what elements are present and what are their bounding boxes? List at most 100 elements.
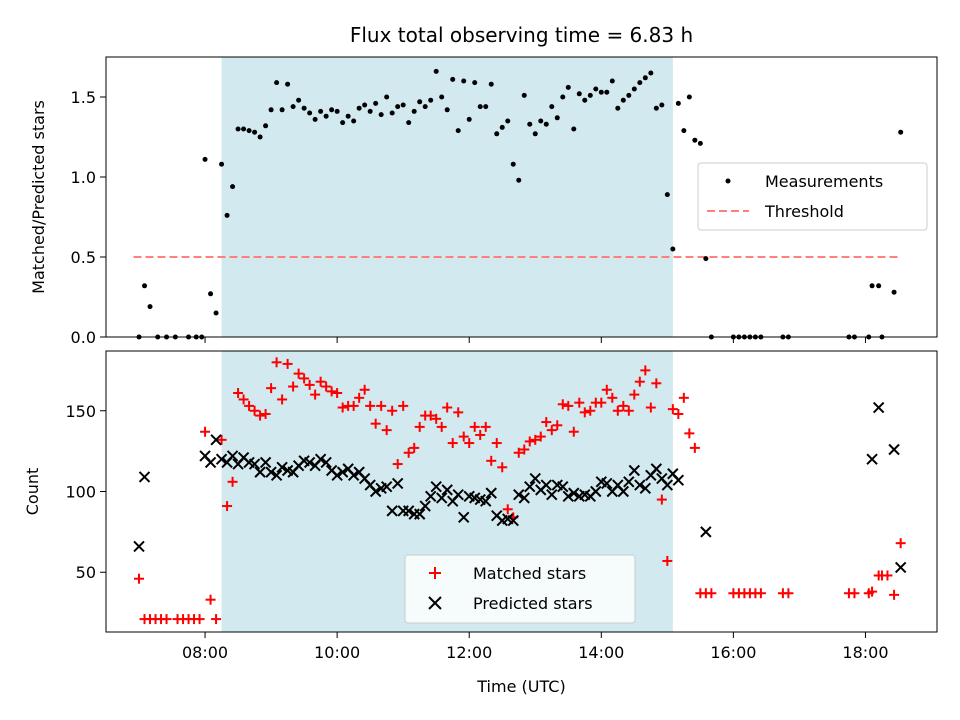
matched-star-point — [293, 368, 304, 379]
matched-star-point — [365, 400, 376, 411]
predicted-star-point — [513, 489, 525, 501]
matched-star-point — [200, 426, 211, 437]
matched-star-point — [889, 589, 900, 600]
predicted-star-point — [480, 495, 492, 507]
x-axis-label: Time (UTC) — [476, 677, 565, 696]
predicted-star-point — [138, 471, 151, 483]
bottom-y-tick-label: 100 — [65, 483, 96, 502]
matched-star-point — [673, 408, 684, 419]
measurement-point — [285, 81, 291, 87]
top-y-tick-label: 1.5 — [71, 88, 96, 107]
matched-star-point — [326, 386, 337, 397]
measurement-point — [571, 126, 577, 132]
measurement-point — [433, 68, 439, 74]
measurement-point — [587, 92, 593, 98]
matched-star-point — [640, 365, 651, 376]
bottom-legend: Matched stars Predicted stars — [404, 554, 636, 624]
matched-star-point — [651, 378, 662, 389]
measurement-point — [147, 304, 153, 310]
legend-label-measurements: Measurements — [765, 172, 883, 191]
measurement-point — [406, 120, 412, 126]
measurement-point — [898, 129, 904, 135]
measurement-point — [202, 156, 208, 162]
matched-star-point — [563, 400, 574, 411]
matched-star-point — [211, 614, 222, 625]
measurement-point — [703, 256, 709, 262]
measurement-point — [323, 113, 329, 119]
legend-marker-measurements — [725, 178, 731, 184]
predicted-star-point — [628, 464, 641, 477]
matched-star-point — [370, 418, 381, 429]
measurement-point — [521, 92, 527, 98]
measurement-point — [494, 131, 500, 137]
measurement-point — [659, 102, 665, 108]
x-tick-label: 10:00 — [314, 643, 360, 662]
matched-star-point — [304, 379, 315, 390]
predicted-star-point — [204, 456, 217, 469]
matched-star-point — [607, 392, 618, 403]
predicted-star-point — [259, 456, 272, 469]
measurement-point — [378, 112, 384, 118]
predicted-star-point — [546, 489, 558, 501]
measurement-point — [576, 91, 582, 97]
measurement-point — [527, 121, 533, 127]
matched-star-point — [634, 376, 645, 387]
predicted-star-point — [320, 456, 332, 469]
predicted-star-point — [888, 443, 900, 456]
matched-star-point — [656, 494, 667, 505]
predicted-star-point — [424, 490, 437, 503]
measurement-point — [340, 120, 346, 126]
matched-star-point — [497, 462, 508, 473]
matched-star-point — [755, 588, 766, 599]
measurement-point — [334, 108, 340, 114]
top-y-tick-label: 0.5 — [71, 248, 96, 267]
bottom-y-tick-label: 150 — [65, 402, 96, 421]
measurement-point — [279, 107, 285, 113]
bottom-y-axis-label: Count — [23, 468, 42, 516]
top-highlight-span — [221, 57, 673, 337]
top-y-ticks: 0.0 0.5 1.0 1.5 — [71, 88, 106, 347]
measurement-point — [664, 192, 670, 198]
predicted-star-point — [518, 492, 530, 504]
matched-star-point — [409, 442, 420, 453]
matched-star-point — [568, 426, 579, 437]
measurement-point — [384, 94, 390, 100]
matched-star-point — [486, 455, 497, 466]
matched-star-point — [585, 405, 596, 416]
measurement-point — [241, 126, 247, 132]
matched-star-point — [414, 421, 425, 432]
measurement-point — [505, 118, 511, 124]
matched-star-point — [645, 402, 656, 413]
predicted-star-point — [485, 487, 497, 499]
measurement-point — [483, 104, 489, 110]
measurement-point — [549, 104, 555, 110]
matched-star-point — [337, 402, 348, 413]
measurement-point — [263, 123, 269, 129]
matched-star-point — [601, 384, 612, 395]
predicted-star-point — [303, 456, 316, 469]
matched-star-point — [453, 407, 464, 418]
matched-star-point — [513, 447, 524, 458]
matched-star-point — [271, 357, 282, 368]
predicted-star-point — [507, 514, 519, 527]
measurement-point — [301, 105, 307, 111]
matched-star-point — [282, 358, 293, 369]
measurement-point — [208, 291, 214, 297]
predicted-star-point — [872, 401, 885, 414]
measurement-point — [257, 134, 263, 140]
matched-star-point — [348, 400, 359, 411]
matched-star-point — [519, 444, 530, 455]
top-y-axis-label: Matched/Predicted stars — [29, 100, 48, 294]
measurement-point — [246, 128, 252, 134]
measurement-point — [593, 86, 599, 92]
predicted-star-point — [347, 469, 360, 482]
measurement-point — [637, 80, 643, 86]
matched-star-point — [436, 421, 447, 432]
measurement-point — [219, 161, 225, 167]
measurement-point — [356, 105, 362, 111]
measurement-point — [598, 89, 604, 95]
matched-star-point — [618, 400, 629, 411]
predicted-star-point — [639, 482, 652, 494]
measurement-point — [455, 128, 461, 134]
